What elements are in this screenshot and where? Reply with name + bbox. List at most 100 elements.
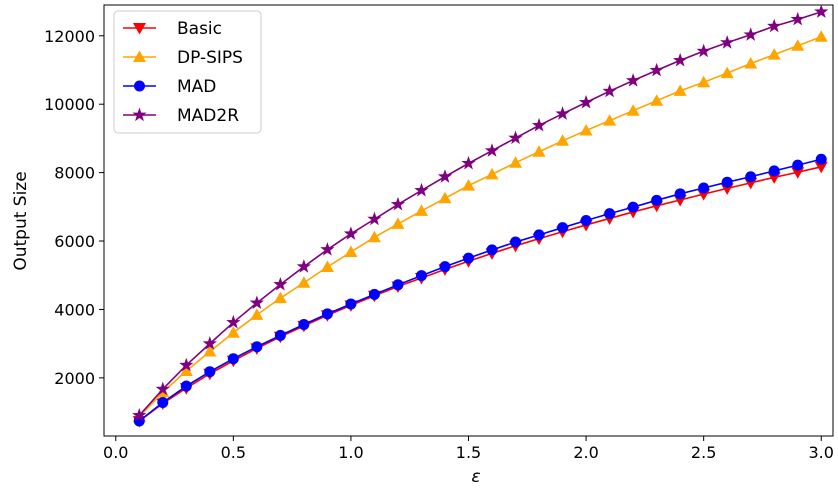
- data-point-mad: [415, 270, 427, 282]
- x-axis-label: ε: [471, 467, 480, 487]
- data-point-mad: [604, 208, 616, 220]
- legend-marker: [133, 23, 146, 35]
- data-point-mad: [251, 341, 263, 353]
- data-point-mad: [392, 279, 404, 291]
- y-tick-label: 4000: [54, 300, 95, 319]
- series-layer: [132, 4, 829, 428]
- data-point-dp-sips: [673, 84, 687, 96]
- data-point-mad2r: [437, 169, 453, 183]
- series-mad: [133, 153, 827, 427]
- data-point-mad2r: [602, 83, 617, 98]
- series-line-basic: [138, 166, 822, 422]
- legend-label: Basic: [177, 19, 222, 39]
- data-point-mad2r: [743, 27, 758, 41]
- x-tick-label: 3.0: [809, 443, 834, 462]
- data-point-mad2r: [531, 117, 547, 132]
- data-point-dp-sips: [509, 156, 523, 168]
- data-point-mad: [227, 353, 239, 365]
- ticks-layer: 0.0 0.5 1.0 1.5 2.0 2.5 3.0 2000 4000 6000 8000 100…: [44, 27, 834, 462]
- data-point-mad2r: [414, 182, 429, 197]
- legend-entry-mad: MAD: [123, 77, 216, 97]
- data-point-mad: [792, 159, 804, 171]
- data-point-mad: [745, 171, 757, 183]
- data-point-mad2r: [673, 52, 688, 67]
- data-point-mad2r: [226, 314, 241, 329]
- data-point-mad2r: [790, 11, 805, 26]
- data-point-dp-sips: [367, 230, 381, 243]
- data-point-dp-sips: [273, 291, 287, 304]
- legend: Basic DP-SIPS MAD MAD2R: [113, 10, 262, 134]
- data-point-mad2r: [296, 259, 312, 273]
- data-point-mad2r: [202, 336, 217, 350]
- y-tick-label: 8000: [54, 164, 95, 183]
- data-point-mad2r: [273, 276, 288, 291]
- data-point-mad2r: [814, 4, 829, 18]
- data-point-mad: [345, 298, 357, 310]
- data-point-dp-sips: [485, 167, 499, 180]
- legend-entry-mad2r: MAD2R: [123, 106, 239, 126]
- data-point-mad2r: [696, 43, 711, 58]
- data-point-dp-sips: [532, 145, 546, 157]
- data-point-mad: [274, 329, 286, 341]
- data-point-dp-sips: [203, 345, 217, 357]
- legend-label: DP-SIPS: [177, 48, 243, 68]
- legend-box: [113, 10, 262, 134]
- data-point-dp-sips: [744, 56, 758, 69]
- data-point-mad2r: [461, 155, 476, 170]
- data-point-dp-sips: [556, 134, 570, 146]
- legend-marker: [133, 50, 146, 62]
- x-tick-label: 2.5: [691, 443, 716, 462]
- data-point-mad: [721, 176, 733, 188]
- data-point-mad2r: [367, 211, 382, 226]
- data-point-mad: [510, 236, 522, 248]
- data-point-dp-sips: [767, 48, 781, 60]
- data-point-dp-sips: [344, 245, 358, 257]
- data-point-mad: [463, 252, 474, 264]
- x-tick-label: 2.0: [573, 443, 598, 462]
- data-point-dp-sips: [414, 204, 428, 216]
- data-point-dp-sips: [320, 260, 334, 273]
- data-point-dp-sips: [250, 308, 264, 320]
- data-point-mad2r: [649, 62, 664, 77]
- y-axis-label: Output Size: [11, 171, 31, 270]
- data-point-dp-sips: [462, 179, 475, 191]
- data-point-mad: [368, 288, 380, 300]
- data-point-mad: [557, 222, 569, 234]
- data-point-mad2r: [132, 407, 147, 422]
- data-point-dp-sips: [697, 75, 711, 88]
- data-point-mad: [815, 153, 827, 165]
- data-point-mad: [298, 318, 310, 330]
- data-point-dp-sips: [179, 364, 193, 377]
- data-point-mad2r: [720, 35, 735, 49]
- data-point-dp-sips: [579, 124, 593, 136]
- data-point-mad2r: [484, 143, 500, 157]
- data-point-mad2r: [249, 295, 264, 309]
- x-tick-label: 1.0: [338, 443, 363, 462]
- legend-entry-dp-sips: DP-SIPS: [123, 48, 243, 68]
- data-point-mad: [768, 165, 780, 177]
- data-point-mad2r: [179, 357, 194, 372]
- data-point-mad: [627, 201, 639, 213]
- data-point-mad: [157, 396, 169, 408]
- data-point-mad2r: [343, 226, 359, 240]
- data-point-mad: [533, 229, 545, 241]
- legend-label: MAD: [177, 77, 216, 97]
- data-point-basic: [791, 167, 805, 179]
- series-mad2r: [132, 4, 829, 422]
- data-point-mad2r: [155, 381, 170, 396]
- data-point-dp-sips: [391, 217, 405, 229]
- data-point-mad: [651, 194, 663, 206]
- data-point-mad2r: [578, 94, 594, 109]
- legend-marker: [134, 80, 145, 92]
- x-tick-label: 0.0: [103, 443, 128, 462]
- data-point-mad2r: [390, 196, 406, 211]
- data-point-mad2r: [508, 130, 523, 145]
- x-tick-label: 0.5: [221, 443, 246, 462]
- legend-entry-basic: Basic: [123, 19, 222, 39]
- data-point-dp-sips: [814, 30, 828, 42]
- data-point-basic: [814, 161, 828, 174]
- series-dp-sips: [132, 30, 828, 422]
- data-point-mad: [698, 182, 710, 194]
- data-point-mad: [180, 380, 192, 392]
- data-point-mad2r: [625, 73, 641, 87]
